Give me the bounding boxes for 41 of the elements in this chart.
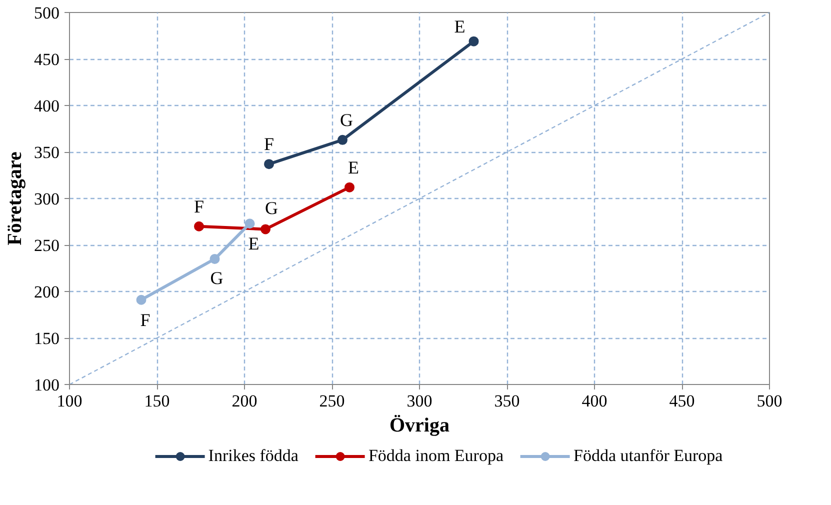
annotation: G	[210, 268, 224, 288]
x-tick-label: 500	[756, 392, 782, 410]
point	[260, 224, 270, 234]
point	[338, 134, 348, 145]
y-tick-label: 450	[34, 50, 60, 69]
x-tick-label: 200	[232, 392, 258, 410]
annotation: E	[348, 157, 359, 178]
annotation: F	[194, 196, 204, 216]
x-tick-label: 450	[669, 392, 695, 410]
x-tick-label: 250	[319, 392, 345, 410]
point	[136, 294, 146, 305]
x-axis-title: Övriga	[390, 414, 450, 436]
x-tick-label: 400	[582, 392, 608, 410]
x-tick-label: 100	[56, 392, 82, 410]
y-tick-label: 250	[34, 236, 60, 255]
legend-label: Födda utanför Europa	[574, 446, 723, 466]
annotation: F	[140, 310, 150, 330]
x-tick-label: 350	[494, 392, 520, 410]
point	[244, 218, 255, 229]
point	[210, 254, 220, 264]
y-tick-label: 350	[34, 143, 60, 162]
annotation: F	[264, 134, 274, 154]
legend-label: Inrikes födda	[208, 446, 298, 466]
annotation: E	[454, 16, 466, 36]
point	[468, 36, 479, 46]
x-tick-label: 150	[144, 392, 170, 410]
point	[344, 182, 354, 192]
point	[264, 159, 274, 170]
legend-label: Födda inom Europa	[368, 446, 504, 466]
point	[194, 221, 204, 232]
annotation: G	[340, 110, 353, 130]
annotation: E	[248, 234, 260, 254]
y-tick-label: 150	[34, 329, 60, 348]
y-tick-label: 400	[34, 96, 60, 116]
y-tick-label: 100	[34, 376, 60, 394]
y-axis-title: Företagare	[4, 152, 26, 246]
y-tick-label: 200	[34, 282, 60, 302]
y-tick-label: 500	[34, 4, 60, 22]
y-tick-label: 300	[34, 190, 60, 208]
x-tick-label: 300	[406, 392, 432, 410]
annotation: G	[265, 198, 278, 218]
